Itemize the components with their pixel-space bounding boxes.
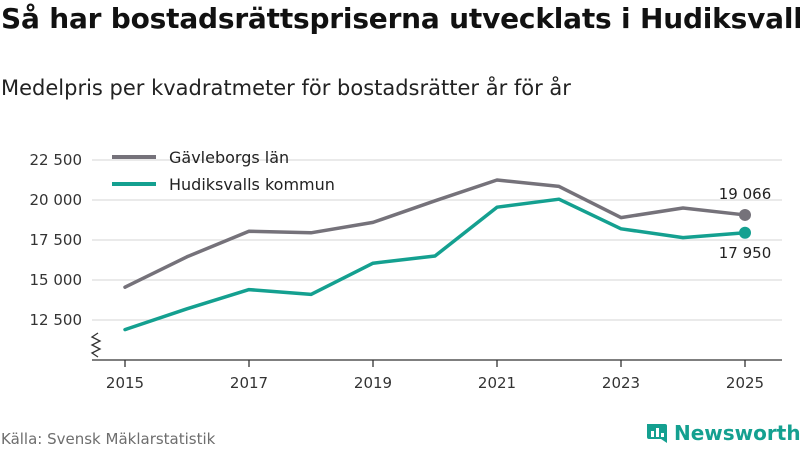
y-tick-label: 15 000 — [30, 271, 83, 289]
series-line — [123, 197, 747, 332]
brand-name: Newsworthy — [674, 421, 800, 445]
series: 19 066 17 950 — [123, 178, 772, 332]
series-line — [123, 178, 747, 289]
x-axis — [90, 332, 782, 361]
x-tick-label: 2025 — [726, 374, 764, 392]
chart-subtitle: Medelpris per kvadratmeter för bostadsrä… — [1, 76, 571, 100]
source-note: Källa: Svensk Mäklarstatistik — [1, 430, 216, 448]
x-tick-label: 2017 — [230, 374, 268, 392]
series-end-label: 19 066 — [719, 185, 772, 203]
newsworthy-logo-icon — [647, 424, 667, 443]
x-tick-label: 2015 — [106, 374, 144, 392]
x-axis-ticks: 2015 2017 2019 2021 2023 2025 — [106, 360, 764, 392]
legend-label: Gävleborgs län — [169, 148, 289, 167]
y-tick-label: 17 500 — [30, 231, 83, 249]
x-tick-label: 2019 — [354, 374, 392, 392]
y-tick-label: 20 000 — [30, 191, 83, 209]
gridlines — [92, 159, 782, 321]
series-end-marker — [739, 208, 751, 221]
series-end-marker — [739, 226, 751, 239]
y-axis-ticks: 12 500 15 000 17 500 20 000 22 500 — [30, 151, 83, 329]
legend: Gävleborgs län Hudiksvalls kommun — [112, 148, 335, 194]
y-tick-label: 22 500 — [30, 151, 83, 169]
x-tick-label: 2023 — [602, 374, 640, 392]
series-end-label: 17 950 — [719, 244, 772, 262]
legend-label: Hudiksvalls kommun — [169, 175, 335, 194]
x-tick-label: 2021 — [478, 374, 516, 392]
axis-break-icon — [90, 332, 102, 358]
chart-title: Så har bostadsrättspriserna utvecklats i… — [1, 2, 800, 35]
y-tick-label: 12 500 — [30, 311, 83, 329]
brand-logo: Newsworthy — [644, 421, 800, 445]
